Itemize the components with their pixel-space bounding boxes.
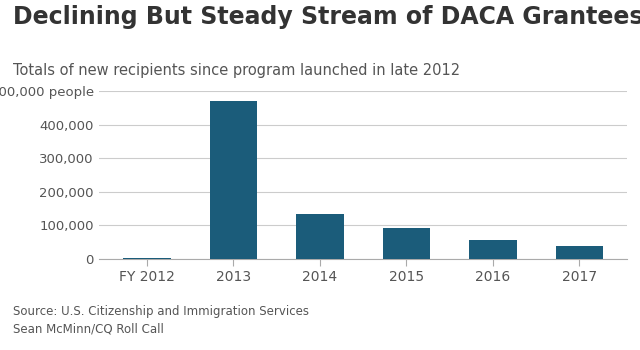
Bar	[296, 214, 344, 259]
Bar	[469, 240, 516, 259]
Text: Totals of new recipients since program launched in late 2012: Totals of new recipients since program l…	[13, 63, 460, 78]
Text: Roll
Call: Roll Call	[574, 312, 597, 334]
Text: Declining But Steady Stream of DACA Grantees: Declining But Steady Stream of DACA Gran…	[13, 5, 640, 29]
Bar	[210, 101, 257, 259]
Bar	[556, 246, 604, 259]
Text: Source: U.S. Citizenship and Immigration Services
Sean McMinn/CQ Roll Call: Source: U.S. Citizenship and Immigration…	[13, 304, 309, 336]
Bar	[383, 228, 430, 259]
